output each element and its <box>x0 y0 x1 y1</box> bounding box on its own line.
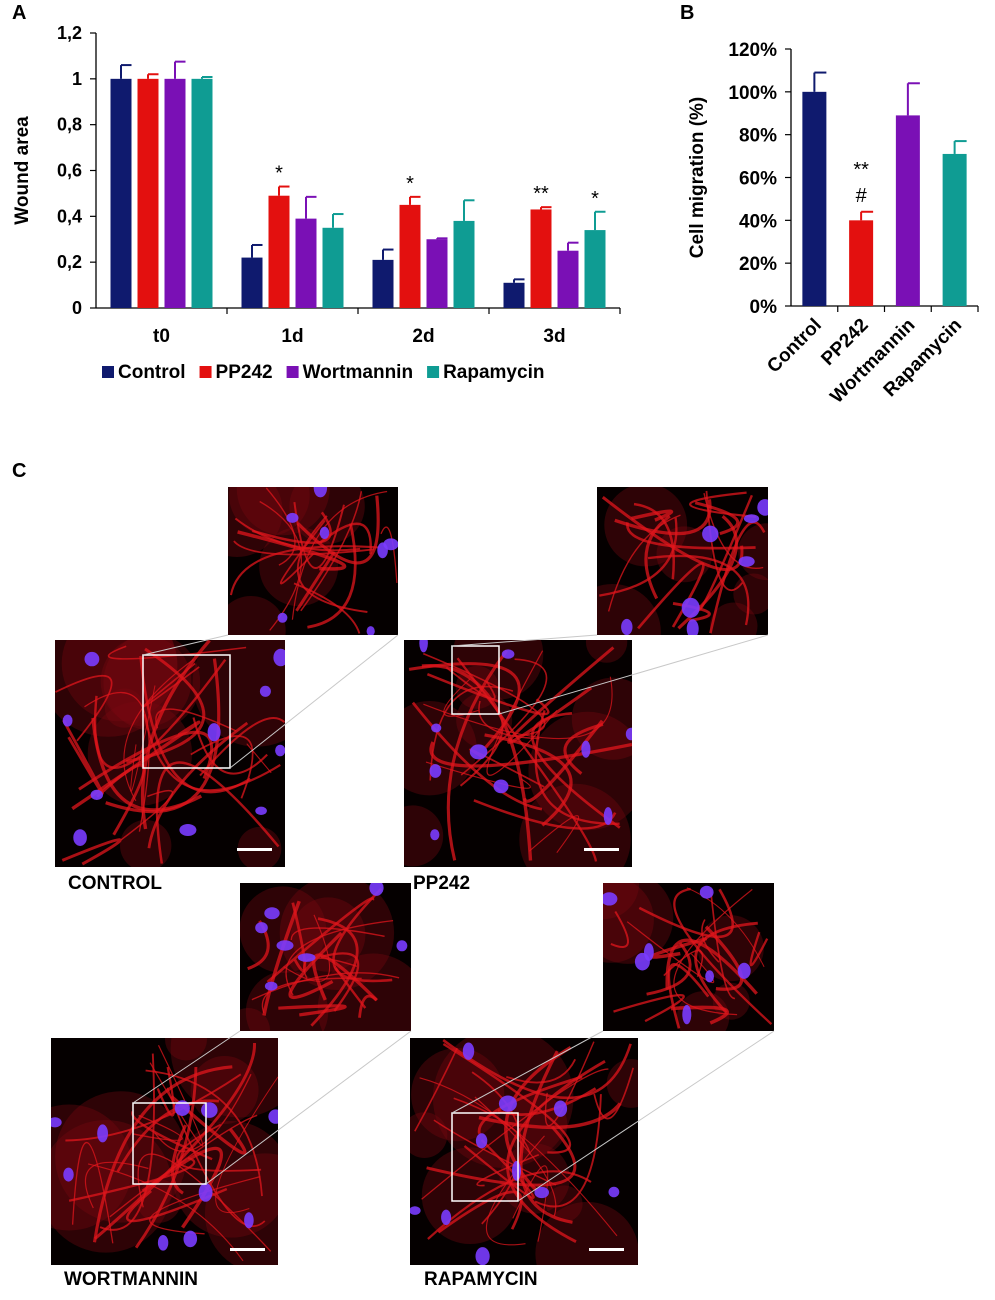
zoom-region-box <box>142 654 231 769</box>
bar-pp242 <box>399 204 421 308</box>
panel-letter-c: C <box>12 460 27 482</box>
zoom-connector-line <box>451 634 598 647</box>
scale-bar <box>589 1248 624 1251</box>
zoom-connector-line <box>498 634 769 715</box>
legend-entry: Control <box>118 362 186 383</box>
zoom-region-box <box>132 1102 207 1185</box>
y-tick-label: 1,2 <box>57 23 82 43</box>
significance-mark: # <box>856 185 868 207</box>
zoom-connector-line <box>517 1030 775 1202</box>
micrograph-wortmannin <box>51 1038 278 1265</box>
bar-wortmannin <box>895 115 920 307</box>
micrograph-rapamycin <box>410 1038 638 1265</box>
y-tick-label: 60% <box>739 169 777 190</box>
bar-rapamycin <box>584 230 606 308</box>
bar-pp242 <box>137 78 159 308</box>
bar-control <box>110 78 132 308</box>
micrograph-caption: PP242 <box>413 873 471 894</box>
bar-wortmannin <box>295 218 317 308</box>
zoom-connector-line <box>229 634 399 769</box>
scale-bar <box>237 848 272 851</box>
micrograph-caption: WORTMANNIN <box>64 1269 199 1290</box>
micrograph-inset-control <box>228 487 398 635</box>
y-tick-label: 0,4 <box>57 206 82 226</box>
bar-control <box>802 91 827 306</box>
bar-rapamycin <box>191 78 213 308</box>
y-axis-label: Cell migration (%) <box>687 97 708 259</box>
panel-letter-a: A <box>12 2 27 24</box>
micrograph-inset-rapamycin <box>603 883 774 1031</box>
scale-bar <box>584 848 619 851</box>
micrograph-control <box>55 640 285 867</box>
bar-rapamycin <box>453 220 475 308</box>
bar-pp242 <box>849 220 874 306</box>
x-tick-label: 2d <box>412 326 434 347</box>
bar-pp242 <box>268 195 290 308</box>
zoom-region-box <box>451 1112 519 1202</box>
x-tick-label: 3d <box>543 326 565 347</box>
y-tick-label: 20% <box>739 254 777 275</box>
y-tick-label: 120% <box>728 40 777 61</box>
zoom-connector-line <box>132 1030 241 1104</box>
zoom-connector-line <box>451 1030 604 1114</box>
significance-mark: * <box>591 188 599 210</box>
bar-control <box>241 257 263 308</box>
zoom-connector-line <box>205 1030 412 1185</box>
y-tick-label: 0 <box>72 298 82 318</box>
legend-entry: PP242 <box>216 362 273 383</box>
y-tick-label: 1 <box>72 69 82 89</box>
legend-swatch <box>286 366 299 378</box>
y-tick-label: 100% <box>728 83 777 104</box>
zoom-connector-line <box>142 634 229 656</box>
y-tick-label: 0,2 <box>57 252 82 272</box>
bar-rapamycin <box>322 227 344 308</box>
legend-entry: Wortmannin <box>303 362 413 383</box>
significance-mark: * <box>275 163 283 185</box>
y-tick-label: 40% <box>739 211 777 232</box>
micrograph-inset-pp242 <box>597 487 768 635</box>
y-tick-label: 0,8 <box>57 115 82 135</box>
x-tick-label: t0 <box>153 326 170 347</box>
legend-swatch <box>199 366 212 378</box>
bar-wortmannin <box>557 250 579 308</box>
bar-control <box>503 282 525 308</box>
micrograph-caption: CONTROL <box>68 873 162 894</box>
bar-wortmannin <box>164 78 186 308</box>
micrograph-pp242 <box>404 640 632 867</box>
bar-wortmannin <box>426 239 448 308</box>
cell-migration-chart: 0% 20% 40% 60% 80% 100% 120% Cell migration (%)… <box>687 40 979 408</box>
micrograph-inset-wortmannin <box>240 883 411 1031</box>
zoom-region-box <box>451 645 500 715</box>
y-tick-label: 0% <box>750 297 778 318</box>
y-tick-label: 80% <box>739 126 777 147</box>
bar-rapamycin <box>942 153 967 306</box>
significance-mark: ** <box>853 159 869 181</box>
y-tick-label: 0,6 <box>57 161 82 181</box>
x-tick-label: 1d <box>281 326 303 347</box>
legend-entry: Rapamycin <box>443 362 544 383</box>
bar-pp242 <box>530 209 552 308</box>
panel-letter-b: B <box>680 2 695 24</box>
micrograph-caption: RAPAMYCIN <box>424 1269 538 1290</box>
scale-bar <box>230 1248 265 1251</box>
significance-mark: ** <box>533 183 549 205</box>
significance-mark: * <box>406 173 414 195</box>
bar-control <box>372 259 394 308</box>
legend-swatch <box>102 366 114 378</box>
y-axis-label: Wound area <box>12 116 33 225</box>
legend-swatch <box>427 366 440 378</box>
